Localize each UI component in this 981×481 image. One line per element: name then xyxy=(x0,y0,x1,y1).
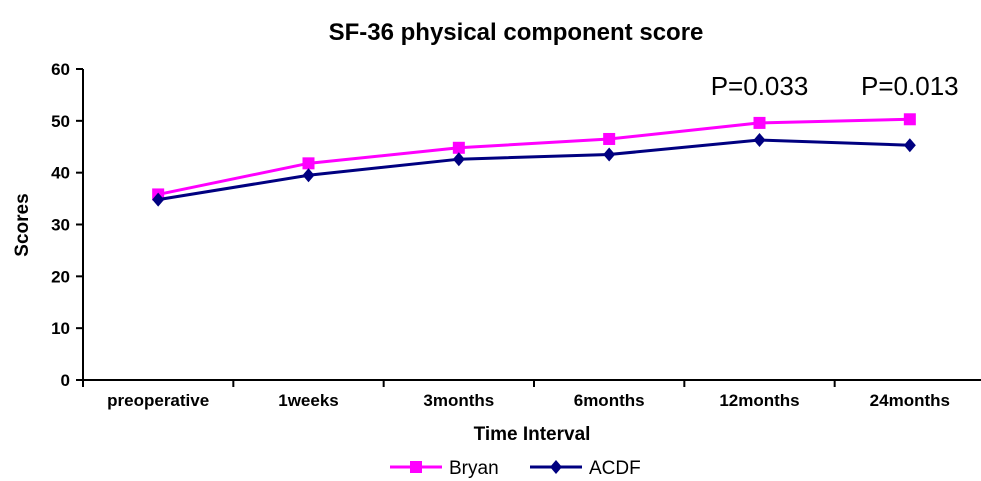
data-point xyxy=(302,157,315,170)
data-point xyxy=(753,133,766,148)
data-point xyxy=(903,138,916,153)
legend-marker-square xyxy=(410,461,422,473)
series-line xyxy=(157,117,910,196)
x-tick-label: 1weeks xyxy=(278,391,339,410)
y-tick-label: 10 xyxy=(51,319,70,338)
p-value-annotation: P=0.033 xyxy=(711,71,809,101)
y-tick-label: 40 xyxy=(51,164,70,183)
y-tick-label: 30 xyxy=(51,216,70,235)
legend-item-bryan: Bryan xyxy=(390,458,499,479)
data-point xyxy=(603,132,616,145)
y-tick-label: 20 xyxy=(51,267,70,286)
p-value-annotation: P=0.013 xyxy=(861,71,959,101)
x-tick-label: 6months xyxy=(574,391,645,410)
legend: Bryan ACDF xyxy=(390,458,641,479)
data-point xyxy=(603,147,616,162)
data-point xyxy=(152,192,165,207)
data-point xyxy=(753,116,766,129)
series-line xyxy=(157,138,910,202)
x-tick-label: 12months xyxy=(719,391,799,410)
series-acdf xyxy=(152,133,916,207)
y-tick-label: 0 xyxy=(61,371,70,390)
data-point xyxy=(452,152,465,167)
legend-item-acdf: ACDF xyxy=(530,458,641,479)
y-tick-label: 60 xyxy=(51,60,70,79)
annotations: P=0.033 P=0.013 xyxy=(711,71,959,101)
series-layer xyxy=(152,113,916,207)
x-tick-label: preoperative xyxy=(107,391,209,410)
data-point xyxy=(452,141,465,154)
y-axis-label: Scores xyxy=(12,193,33,256)
data-point xyxy=(302,168,315,183)
x-axis-label: Time Interval xyxy=(474,424,591,445)
data-point xyxy=(903,113,916,126)
x-tick-label: 24months xyxy=(870,391,950,410)
x-tick-label: 3months xyxy=(423,391,494,410)
legend-label: Bryan xyxy=(449,458,499,479)
legend-label: ACDF xyxy=(589,458,641,479)
chart-title: SF-36 physical component score xyxy=(329,19,704,46)
y-tick-label: 50 xyxy=(51,112,70,131)
legend-marker-diamond xyxy=(550,460,562,474)
axes: 0 10 20 30 40 50 60 preoperative 1weeks 3months 6m… xyxy=(51,60,981,410)
